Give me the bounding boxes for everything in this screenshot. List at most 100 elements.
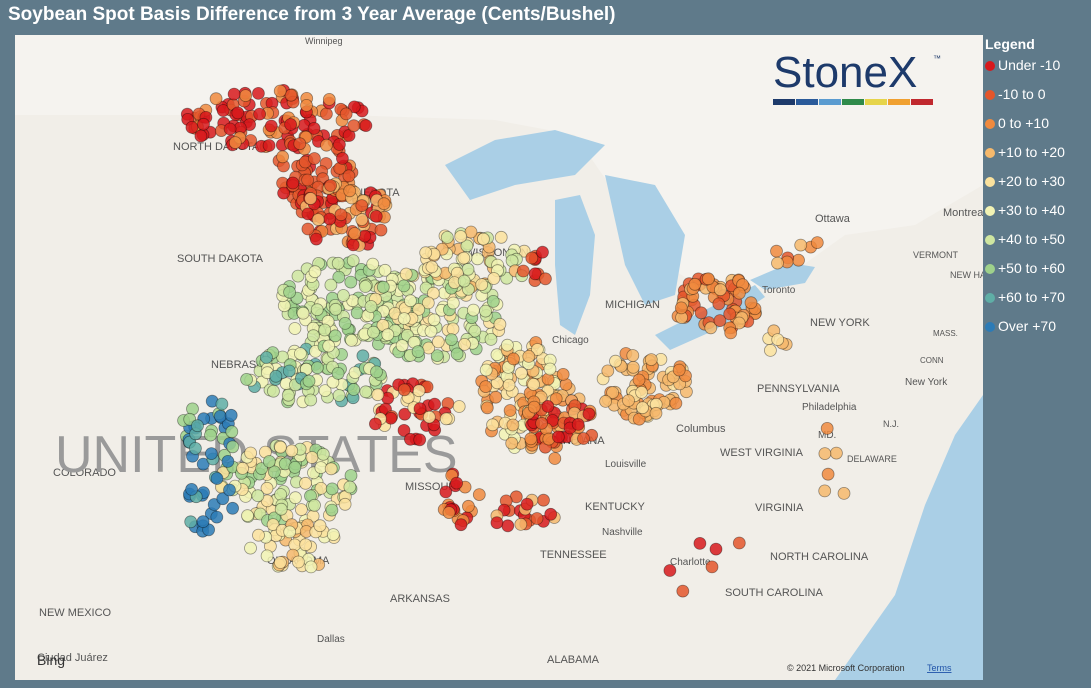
data-point: [269, 369, 283, 383]
place-label: NEW HAMPSHIRE: [950, 270, 983, 280]
data-point: [672, 363, 686, 377]
data-point: [724, 326, 738, 340]
data-point: [431, 335, 445, 349]
data-point: [466, 303, 480, 317]
data-point: [262, 139, 276, 152]
data-point: [450, 347, 464, 361]
data-point: [397, 383, 411, 397]
data-point: [582, 407, 596, 421]
place-label: CONN: [920, 356, 944, 365]
data-point: [505, 436, 519, 450]
data-point: [251, 489, 265, 503]
data-point: [224, 408, 238, 422]
data-point: [273, 556, 287, 569]
data-point: [476, 232, 490, 246]
data-point: [274, 488, 288, 501]
terms-link[interactable]: Terms: [927, 663, 952, 673]
data-point: [663, 564, 677, 577]
data-point: [507, 352, 520, 366]
place-label: Louisville: [605, 459, 647, 470]
data-point: [709, 542, 723, 556]
data-point: [821, 467, 835, 481]
data-point: [649, 406, 663, 420]
place-label: Philadelphia: [802, 402, 857, 413]
data-point: [500, 338, 514, 352]
data-point: [528, 267, 542, 281]
data-point: [348, 366, 362, 380]
data-point: [792, 253, 805, 267]
data-point: [320, 138, 333, 152]
data-point: [464, 225, 478, 239]
data-point: [307, 152, 321, 165]
data-point: [343, 184, 357, 198]
data-point: [366, 325, 380, 339]
data-point: [356, 349, 370, 363]
data-point: [454, 518, 468, 532]
data-point: [458, 337, 471, 351]
data-point: [196, 515, 210, 529]
data-point: [552, 430, 565, 444]
data-point: [264, 119, 278, 133]
data-point: [343, 480, 357, 494]
data-point: [300, 99, 313, 112]
data-point: [830, 446, 843, 460]
data-point: [397, 423, 411, 437]
legend-swatch: [985, 90, 995, 100]
data-point: [412, 384, 426, 398]
data-point: [378, 263, 392, 277]
data-point: [325, 503, 339, 517]
data-point: [288, 491, 302, 505]
data-point: [285, 444, 299, 458]
data-point: [228, 136, 242, 149]
data-point: [531, 343, 544, 356]
data-point: [771, 333, 785, 347]
legend-swatch: [985, 206, 995, 216]
data-point: [328, 329, 342, 343]
data-point: [676, 584, 690, 598]
data-point: [304, 560, 318, 574]
data-point: [669, 396, 683, 410]
logo-text: StoneX: [773, 48, 917, 97]
data-point: [236, 461, 250, 475]
data-point: [376, 280, 390, 294]
data-point: [502, 378, 516, 392]
place-label: MICHIGAN: [605, 299, 660, 311]
data-point: [311, 213, 325, 227]
data-point: [326, 528, 340, 542]
legend-item: Over +70: [985, 318, 1091, 347]
data-point: [191, 419, 204, 433]
place-label: TENNESSEE: [540, 549, 607, 561]
legend-label: +30 to +40: [998, 202, 1065, 218]
data-point: [395, 339, 409, 353]
data-point: [421, 296, 435, 310]
data-point: [764, 343, 777, 357]
data-point: [694, 306, 708, 320]
data-point: [484, 332, 498, 346]
data-point: [636, 401, 649, 415]
data-point: [705, 560, 719, 574]
data-point: [335, 152, 349, 165]
data-point: [626, 349, 640, 362]
data-point: [524, 432, 538, 446]
data-point: [374, 223, 388, 237]
data-point: [223, 122, 237, 136]
legend: Legend Under -10 -10 to 0 0 to +10 +10 to +…: [985, 36, 1091, 347]
data-point: [355, 199, 369, 213]
data-point: [454, 230, 468, 243]
logo-bar-segment: [911, 99, 933, 105]
data-point: [226, 501, 240, 515]
data-point: [503, 404, 517, 417]
legend-item: +30 to +40: [985, 202, 1091, 231]
data-point: [194, 129, 208, 143]
place-label: Chicago: [552, 335, 589, 346]
data-point: [632, 373, 646, 387]
data-point: [227, 87, 241, 101]
data-point: [273, 84, 287, 98]
data-point: [818, 484, 832, 498]
data-point: [370, 365, 383, 379]
data-point: [318, 323, 332, 337]
data-point: [239, 89, 253, 102]
data-point: [207, 498, 221, 511]
data-point: [260, 549, 274, 563]
